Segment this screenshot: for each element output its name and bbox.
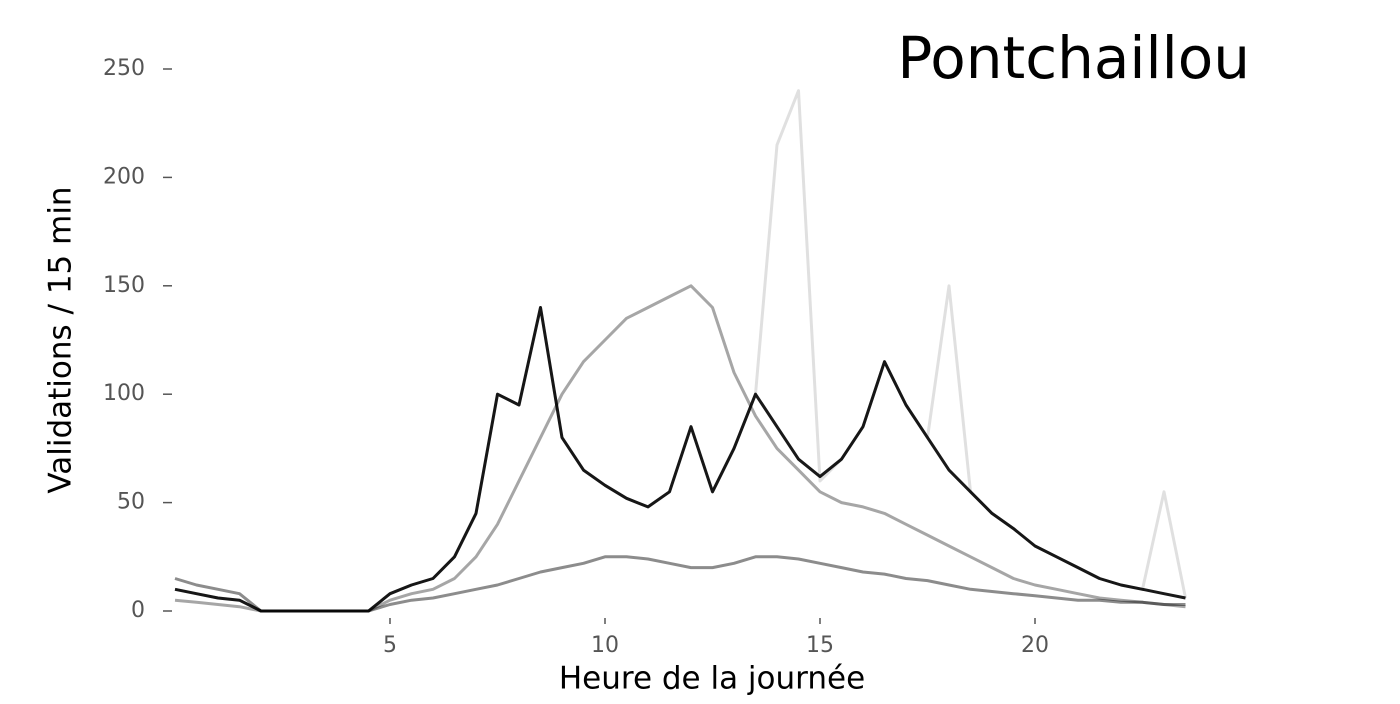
y-tick-label: 150 (103, 273, 145, 298)
x-tick-label: 20 (1021, 633, 1049, 658)
x-tick-label: 10 (591, 633, 619, 658)
y-tick-label: 200 (103, 164, 145, 189)
series-line (174, 284, 1186, 613)
x-axis-label: Heure de la journée (559, 661, 865, 697)
y-tick-label: 100 (103, 381, 145, 406)
y-tick-label: 0 (131, 598, 145, 623)
series-line (174, 306, 1186, 613)
series-line (174, 89, 1187, 613)
chart-title: Pontchaillou (897, 24, 1250, 92)
y-tick-label: 50 (117, 490, 145, 515)
x-tick-label: 15 (806, 633, 834, 658)
y-axis-label: Validations / 15 min (43, 186, 79, 493)
y-tick-label: 250 (103, 56, 145, 81)
x-tick-label: 5 (383, 633, 397, 658)
